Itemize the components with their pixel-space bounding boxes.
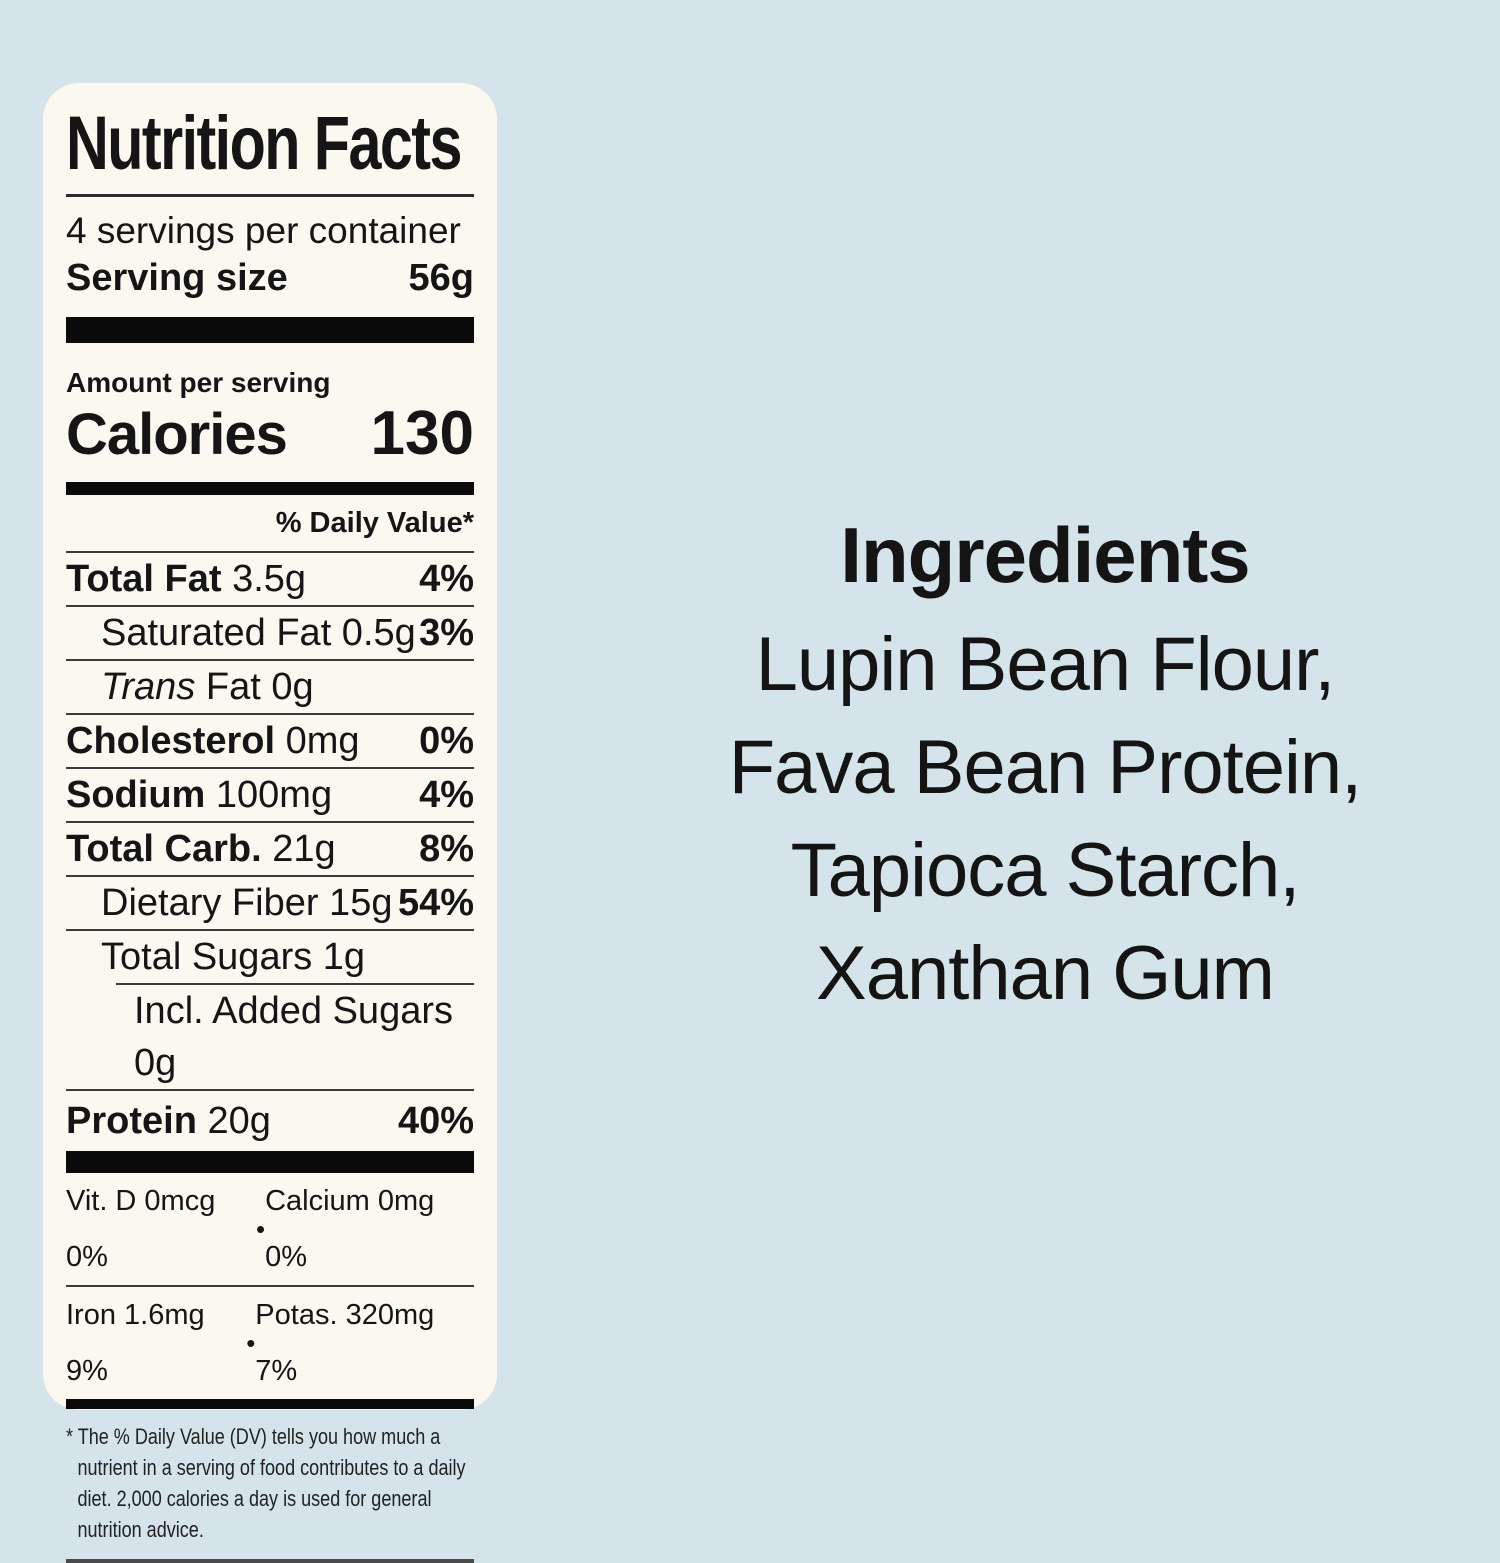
footnote-wrap: * The % Daily Value (DV) tells you how m… [66, 1421, 476, 1545]
servings-per-container: 4 servings per container [66, 210, 461, 251]
ingredient-item: Fava Bean Protein, [728, 725, 1363, 810]
nutrient-name: Protein [66, 1100, 197, 1142]
nutrient-amount: 0g [134, 1042, 177, 1084]
nutrient-daily-value: 3% [419, 612, 474, 654]
nutrient-rows: Total Fat 3.5g 4% Saturated Fat 0.5g 3% Tran… [66, 551, 474, 1151]
daily-value-header: % Daily Value* [275, 507, 474, 539]
thick-divider-bar [66, 317, 474, 343]
nutrient-amount: 15g [318, 882, 393, 924]
nutrient-row: Total Sugars 1g [66, 929, 474, 983]
nutrient-name: Sodium [66, 774, 206, 816]
nutrient-row-left: Saturated Fat 0.5g [101, 607, 416, 659]
nutrient-row: Trans Fat 0g [66, 659, 474, 713]
nutrition-facts-title: Nutrition Facts [66, 101, 462, 186]
serving-size-value: 56g [408, 257, 474, 299]
nutrient-row-left: Trans Fat 0g [101, 661, 314, 713]
ingredients-title: Ingredients [840, 511, 1250, 599]
bullet-separator-icon: • [255, 1214, 266, 1244]
nutrient-name: Total Sugars [101, 936, 313, 978]
micronutrient-row: Iron 1.6mg 9% • Potas. 320mg 7% [66, 1287, 474, 1399]
nutrient-daily-value: 54% [397, 882, 474, 924]
thick-divider-bar [66, 482, 474, 495]
nutrient-row: Total Fat 3.5g 4% [66, 551, 474, 605]
thick-divider-bar [66, 1399, 474, 1409]
nutrient-amount: Fat 0g [195, 666, 314, 708]
ingredient-item: Tapioca Starch, [790, 828, 1301, 913]
calories-value: 130 [370, 399, 474, 468]
ingredients-list: Lupin Bean Flour, Fava Bean Protein, Tapio… [600, 613, 1490, 1025]
nutrient-row-left: Total Sugars 1g [101, 931, 365, 983]
nutrient-amount: 0.5g [331, 612, 416, 654]
bullet-separator-icon: • [246, 1328, 256, 1358]
nutrient-name: Incl. Added Sugars [134, 990, 453, 1032]
nutrient-name: Cholesterol [66, 720, 276, 762]
micronutrient-left: Vit. D 0mcg 0% [66, 1185, 216, 1273]
nutrient-row: Cholesterol 0mg 0% [66, 713, 474, 767]
ingredient-item: Xanthan Gum [816, 931, 1275, 1016]
nutrient-amount: 20g [196, 1100, 271, 1142]
nutrient-amount: 21g [261, 828, 336, 870]
indented-rule [116, 983, 474, 985]
nutrient-row-left: Dietary Fiber 15g [101, 877, 392, 929]
nutrient-daily-value: 8% [419, 828, 474, 870]
nutrient-row-left: Protein 20g [66, 1091, 271, 1151]
nutrient-name: Saturated Fat [101, 612, 332, 654]
nutrient-row: Incl. Added Sugars 0g [66, 985, 474, 1089]
calories-label: Calories [66, 402, 288, 467]
nutrient-row-left: Cholesterol 0mg [66, 715, 360, 767]
nutrient-row-left: Sodium 100mg [66, 769, 332, 821]
micronutrient-row: Vit. D 0mcg 0% • Calcium 0mg 0% [66, 1173, 474, 1287]
nutrient-row: Dietary Fiber 15g 54% [66, 875, 474, 929]
nutrient-amount: 0mg [275, 720, 360, 762]
nutrient-row: Sodium 100mg 4% [66, 767, 474, 821]
nutrient-name: Total Carb. [66, 828, 262, 870]
nutrient-daily-value: 4% [419, 774, 474, 816]
calories-row: Calories 130 [66, 399, 474, 470]
nutrient-name: Dietary Fiber [101, 882, 319, 924]
nutrient-row: Protein 20g 40% [66, 1089, 474, 1151]
ingredients-section: Ingredients Lupin Bean Flour, Fava Bean P… [600, 503, 1490, 1025]
nutrient-daily-value: 40% [397, 1100, 474, 1142]
micronutrient-left: Iron 1.6mg 9% [66, 1299, 205, 1387]
micronutrient-right: Calcium 0mg 0% [265, 1185, 435, 1273]
nutrient-amount: 100mg [205, 774, 333, 816]
micronutrient-rows: Vit. D 0mcg 0% • Calcium 0mg 0% Iron 1.6mg … [66, 1173, 474, 1399]
thick-divider-bar [66, 1151, 474, 1173]
page-background: Nutrition Facts 4 servings per container… [43, 83, 1490, 1563]
nutrient-name: Trans [101, 666, 196, 708]
nutrient-row: Total Carb. 21g 8% [66, 821, 474, 875]
nutrient-name: Total Fat [66, 558, 222, 600]
ingredient-item: Lupin Bean Flour, [755, 622, 1336, 707]
nutrient-row-left: Incl. Added Sugars 0g [134, 985, 474, 1089]
micronutrient-right: Potas. 320mg 7% [255, 1299, 435, 1387]
serving-size-row: Serving size 56g [66, 255, 474, 301]
label-bottom-rule [66, 1559, 474, 1563]
nutrient-daily-value: 0% [419, 720, 474, 762]
nutrient-row-left: Total Carb. 21g [66, 823, 336, 875]
daily-value-footnote: * The % Daily Value (DV) tells you how m… [66, 1424, 466, 1542]
serving-size-label: Serving size [66, 257, 288, 299]
title-divider [66, 194, 474, 197]
nutrient-daily-value: 4% [419, 558, 474, 600]
nutrient-row-left: Total Fat 3.5g [66, 553, 306, 605]
nutrition-facts-label: Nutrition Facts 4 servings per container… [43, 83, 497, 1563]
amount-per-serving-label: Amount per serving [66, 367, 331, 398]
nutrient-amount: 3.5g [221, 558, 307, 600]
nutrient-row: Saturated Fat 0.5g 3% [66, 605, 474, 659]
nutrient-amount: 1g [312, 936, 366, 978]
